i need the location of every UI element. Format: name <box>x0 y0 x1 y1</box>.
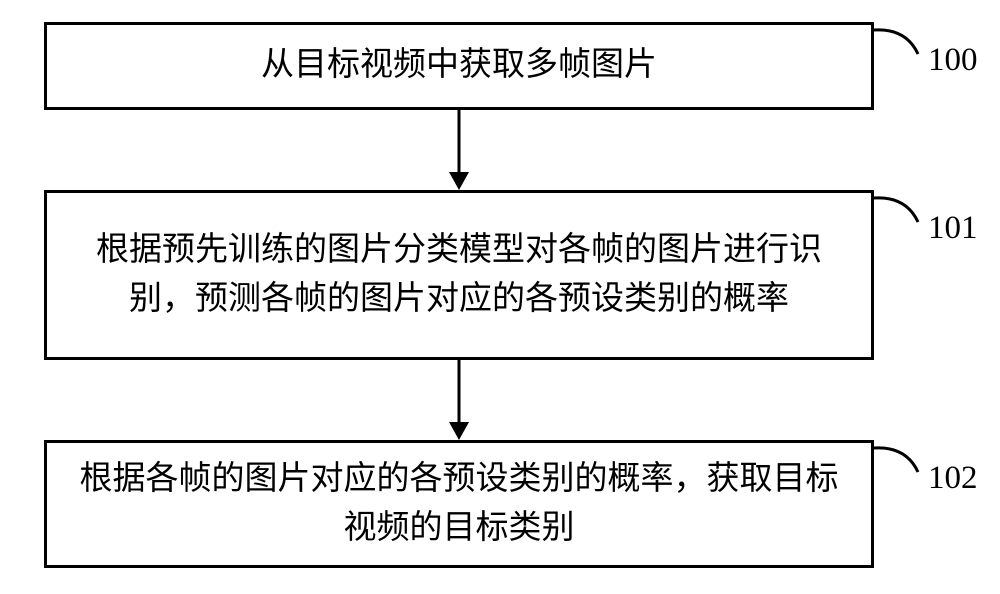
flowchart-canvas: 从目标视频中获取多帧图片 100 根据预先训练的图片分类模型对各帧的图片进行识别… <box>0 0 1000 594</box>
step-102-label: 102 <box>928 460 978 497</box>
label-leader-102 <box>0 0 1000 594</box>
